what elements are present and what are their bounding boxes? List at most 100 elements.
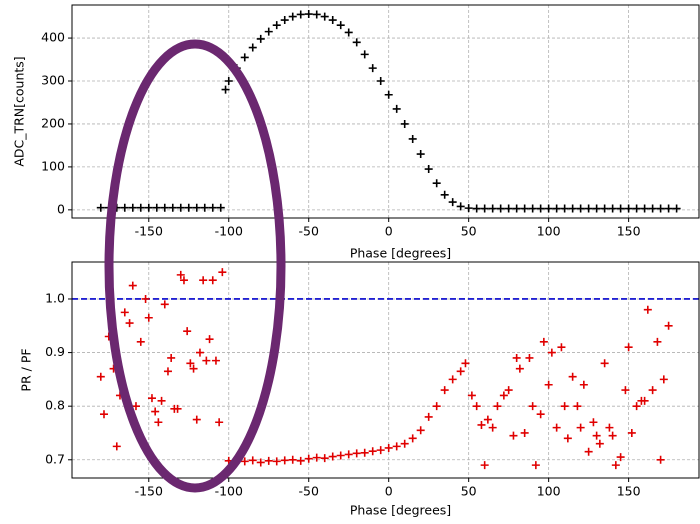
plus-marker	[131, 402, 140, 411]
plus-marker	[605, 423, 614, 432]
plus-marker	[672, 204, 681, 213]
plus-marker	[189, 364, 198, 373]
plus-marker	[141, 294, 150, 303]
plus-marker	[151, 407, 160, 416]
plus-marker	[448, 198, 457, 207]
plus-marker	[499, 391, 508, 400]
plus-marker	[312, 453, 321, 462]
plus-marker	[221, 85, 230, 94]
plus-marker	[432, 179, 441, 188]
plus-marker	[579, 380, 588, 389]
y-tick-label: 400	[41, 30, 65, 45]
plus-marker	[611, 461, 620, 470]
plus-marker	[656, 455, 665, 464]
plus-marker	[472, 402, 481, 411]
x-tick-label: -50	[299, 484, 319, 499]
plus-marker	[336, 451, 345, 460]
plus-marker	[215, 418, 224, 427]
plus-marker	[573, 402, 582, 411]
plus-marker	[368, 447, 377, 456]
plus-marker	[624, 204, 633, 213]
plus-marker	[392, 104, 401, 113]
plus-marker	[320, 454, 329, 463]
y-tick-label: 200	[41, 115, 65, 130]
plus-marker	[536, 204, 545, 213]
plus-marker	[272, 457, 281, 466]
plus-marker	[536, 410, 545, 419]
plus-marker	[160, 300, 169, 309]
plus-marker	[264, 27, 273, 36]
plus-marker	[640, 396, 649, 405]
plus-marker	[467, 391, 476, 400]
plus-marker	[384, 443, 393, 452]
plus-marker	[336, 21, 345, 30]
plus-marker	[432, 402, 441, 411]
plus-marker	[192, 203, 201, 212]
plus-marker	[157, 396, 166, 405]
plus-marker	[589, 418, 598, 427]
plus-marker	[496, 204, 505, 213]
plus-marker	[240, 457, 249, 466]
plus-marker	[384, 90, 393, 99]
plus-marker	[464, 204, 473, 213]
plus-marker	[664, 321, 673, 330]
plus-marker	[483, 415, 492, 424]
plus-marker	[288, 455, 297, 464]
plus-marker	[648, 204, 657, 213]
x-axis-label: Phase [degrees]	[350, 246, 451, 261]
x-tick-label: 0	[385, 224, 393, 239]
plus-marker	[424, 165, 433, 174]
plus-marker	[376, 446, 385, 455]
plus-marker	[376, 77, 385, 86]
x-axis-label: Phase [degrees]	[350, 503, 451, 518]
plus-marker	[176, 270, 185, 279]
plus-marker	[360, 448, 369, 457]
plus-marker	[520, 428, 529, 437]
y-tick-label: 0.8	[45, 398, 65, 413]
plus-marker	[163, 367, 172, 376]
x-tick-label: 50	[461, 224, 477, 239]
plus-marker	[643, 305, 652, 314]
plus-marker	[400, 119, 409, 128]
plus-marker	[205, 335, 214, 344]
plus-marker	[640, 204, 649, 213]
plus-marker	[320, 12, 329, 21]
plus-marker	[208, 276, 217, 285]
plus-marker	[144, 313, 153, 322]
plus-marker	[368, 64, 377, 73]
plus-marker	[480, 204, 489, 213]
plus-marker	[472, 204, 481, 213]
plus-marker	[280, 16, 289, 25]
plus-marker	[539, 337, 548, 346]
plus-marker	[120, 308, 129, 317]
plus-marker	[280, 456, 289, 465]
plus-marker	[224, 77, 233, 86]
plus-marker	[520, 204, 529, 213]
plus-marker	[168, 203, 177, 212]
plus-marker	[584, 447, 593, 456]
plus-marker	[160, 203, 169, 212]
plus-marker	[440, 190, 449, 199]
plus-marker	[512, 204, 521, 213]
plus-marker	[504, 386, 513, 395]
plus-marker	[183, 327, 192, 336]
plus-marker	[304, 10, 313, 19]
plus-marker	[173, 404, 182, 413]
plus-marker	[328, 452, 337, 461]
plus-marker	[154, 418, 163, 427]
plus-marker	[304, 454, 313, 463]
x-tick-label: 100	[537, 484, 561, 499]
plots: -150 -100 -50 0 50 100 150 0 100 200 300 400 Phase […	[12, 4, 700, 518]
y-tick-label: 300	[41, 73, 65, 88]
plus-marker	[512, 353, 521, 362]
plus-marker	[504, 204, 513, 213]
plus-marker	[400, 439, 409, 448]
plus-marker	[528, 204, 537, 213]
plus-marker	[552, 423, 561, 432]
plus-marker	[648, 386, 657, 395]
plus-marker	[563, 434, 572, 443]
plus-marker	[659, 375, 668, 384]
x-tick-label: 50	[461, 484, 477, 499]
plus-marker	[488, 204, 497, 213]
